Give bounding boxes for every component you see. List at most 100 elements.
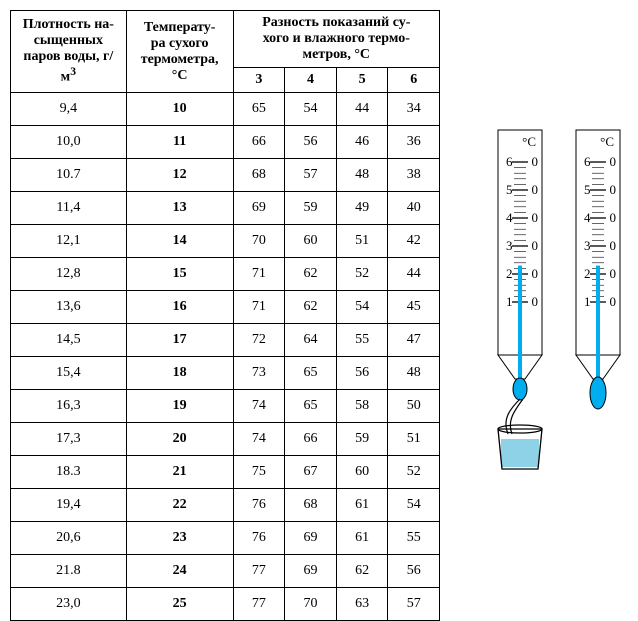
cell-value: 74 [233,423,285,456]
table-row: 10.71268574838 [11,159,440,192]
table-row: 21.82477696256 [11,555,440,588]
svg-text:3: 3 [506,238,513,253]
cell-value: 56 [285,126,337,159]
cell-density: 14,5 [11,324,127,357]
svg-text:1: 1 [506,294,513,309]
cell-value: 42 [388,225,440,258]
cell-temp: 23 [126,522,233,555]
cell-density: 23,0 [11,588,127,621]
svg-text:0: 0 [532,182,539,197]
cell-temp: 12 [126,159,233,192]
cell-value: 46 [336,126,388,159]
table-row: 10,01166564636 [11,126,440,159]
cell-value: 55 [388,522,440,555]
svg-text:5: 5 [584,182,591,197]
cell-value: 36 [388,126,440,159]
cell-value: 68 [233,159,285,192]
cell-value: 67 [285,456,337,489]
cell-temp: 11 [126,126,233,159]
cell-temp: 15 [126,258,233,291]
table-row: 18.32175676052 [11,456,440,489]
cell-value: 77 [233,588,285,621]
svg-text:°C: °C [522,134,536,149]
cell-value: 58 [336,390,388,423]
cell-value: 45 [388,291,440,324]
svg-text:0: 0 [610,294,617,309]
thermometer-illustration: °C605040302010 °C605040302010 [490,10,628,586]
cell-value: 71 [233,258,285,291]
cell-value: 47 [388,324,440,357]
cell-temp: 19 [126,390,233,423]
svg-text:0: 0 [610,210,617,225]
cell-value: 70 [233,225,285,258]
cell-temp: 17 [126,324,233,357]
cell-temp: 20 [126,423,233,456]
cell-density: 17,3 [11,423,127,456]
psychrometric-table: Плотность на-сыщенныхпаров воды, г/м3 Те… [10,10,440,621]
header-diff: Разность показаний су-хого и влажного те… [233,11,439,68]
cell-value: 71 [233,291,285,324]
svg-text:0: 0 [532,266,539,281]
col-5: 5 [336,68,388,93]
cell-temp: 14 [126,225,233,258]
svg-text:0: 0 [610,266,617,281]
cell-value: 52 [336,258,388,291]
cell-value: 34 [388,93,440,126]
cell-value: 54 [285,93,337,126]
cell-value: 54 [336,291,388,324]
cell-density: 12,8 [11,258,127,291]
cell-value: 61 [336,522,388,555]
table-row: 16,31974655850 [11,390,440,423]
cell-temp: 24 [126,555,233,588]
cell-value: 44 [336,93,388,126]
cell-value: 49 [336,192,388,225]
cell-value: 76 [233,522,285,555]
cell-value: 38 [388,159,440,192]
cell-value: 64 [285,324,337,357]
cell-temp: 13 [126,192,233,225]
table-row: 13,61671625445 [11,291,440,324]
col-6: 6 [388,68,440,93]
cell-density: 11,4 [11,192,127,225]
svg-text:0: 0 [532,154,539,169]
wet-bulb-thermometer: °C605040302010 [490,120,550,470]
cell-value: 73 [233,357,285,390]
cell-value: 65 [233,93,285,126]
cell-value: 51 [336,225,388,258]
cell-value: 76 [233,489,285,522]
cell-density: 16,3 [11,390,127,423]
cell-value: 61 [336,489,388,522]
cell-value: 55 [336,324,388,357]
dry-bulb-thermometer: °C605040302010 [568,120,628,430]
cell-value: 69 [285,555,337,588]
cell-temp: 21 [126,456,233,489]
svg-text:0: 0 [532,210,539,225]
svg-text:0: 0 [532,238,539,253]
svg-text:0: 0 [610,238,617,253]
cell-temp: 22 [126,489,233,522]
table-row: 19,42276686154 [11,489,440,522]
svg-text:4: 4 [506,210,513,225]
table-row: 15,41873655648 [11,357,440,390]
cell-temp: 16 [126,291,233,324]
cell-value: 59 [336,423,388,456]
cell-value: 56 [336,357,388,390]
cell-density: 15,4 [11,357,127,390]
cell-value: 59 [285,192,337,225]
cell-value: 70 [285,588,337,621]
table-row: 17,32074665951 [11,423,440,456]
cell-value: 72 [233,324,285,357]
cell-value: 69 [233,192,285,225]
table-row: 12,11470605142 [11,225,440,258]
cell-value: 54 [388,489,440,522]
cell-density: 10.7 [11,159,127,192]
cell-temp: 25 [126,588,233,621]
cell-value: 66 [285,423,337,456]
cell-value: 74 [233,390,285,423]
cell-value: 66 [233,126,285,159]
header-temp: Температу-ра сухоготермометра,°C [126,11,233,93]
cell-density: 18.3 [11,456,127,489]
cell-density: 13,6 [11,291,127,324]
cell-value: 56 [388,555,440,588]
cell-value: 62 [336,555,388,588]
